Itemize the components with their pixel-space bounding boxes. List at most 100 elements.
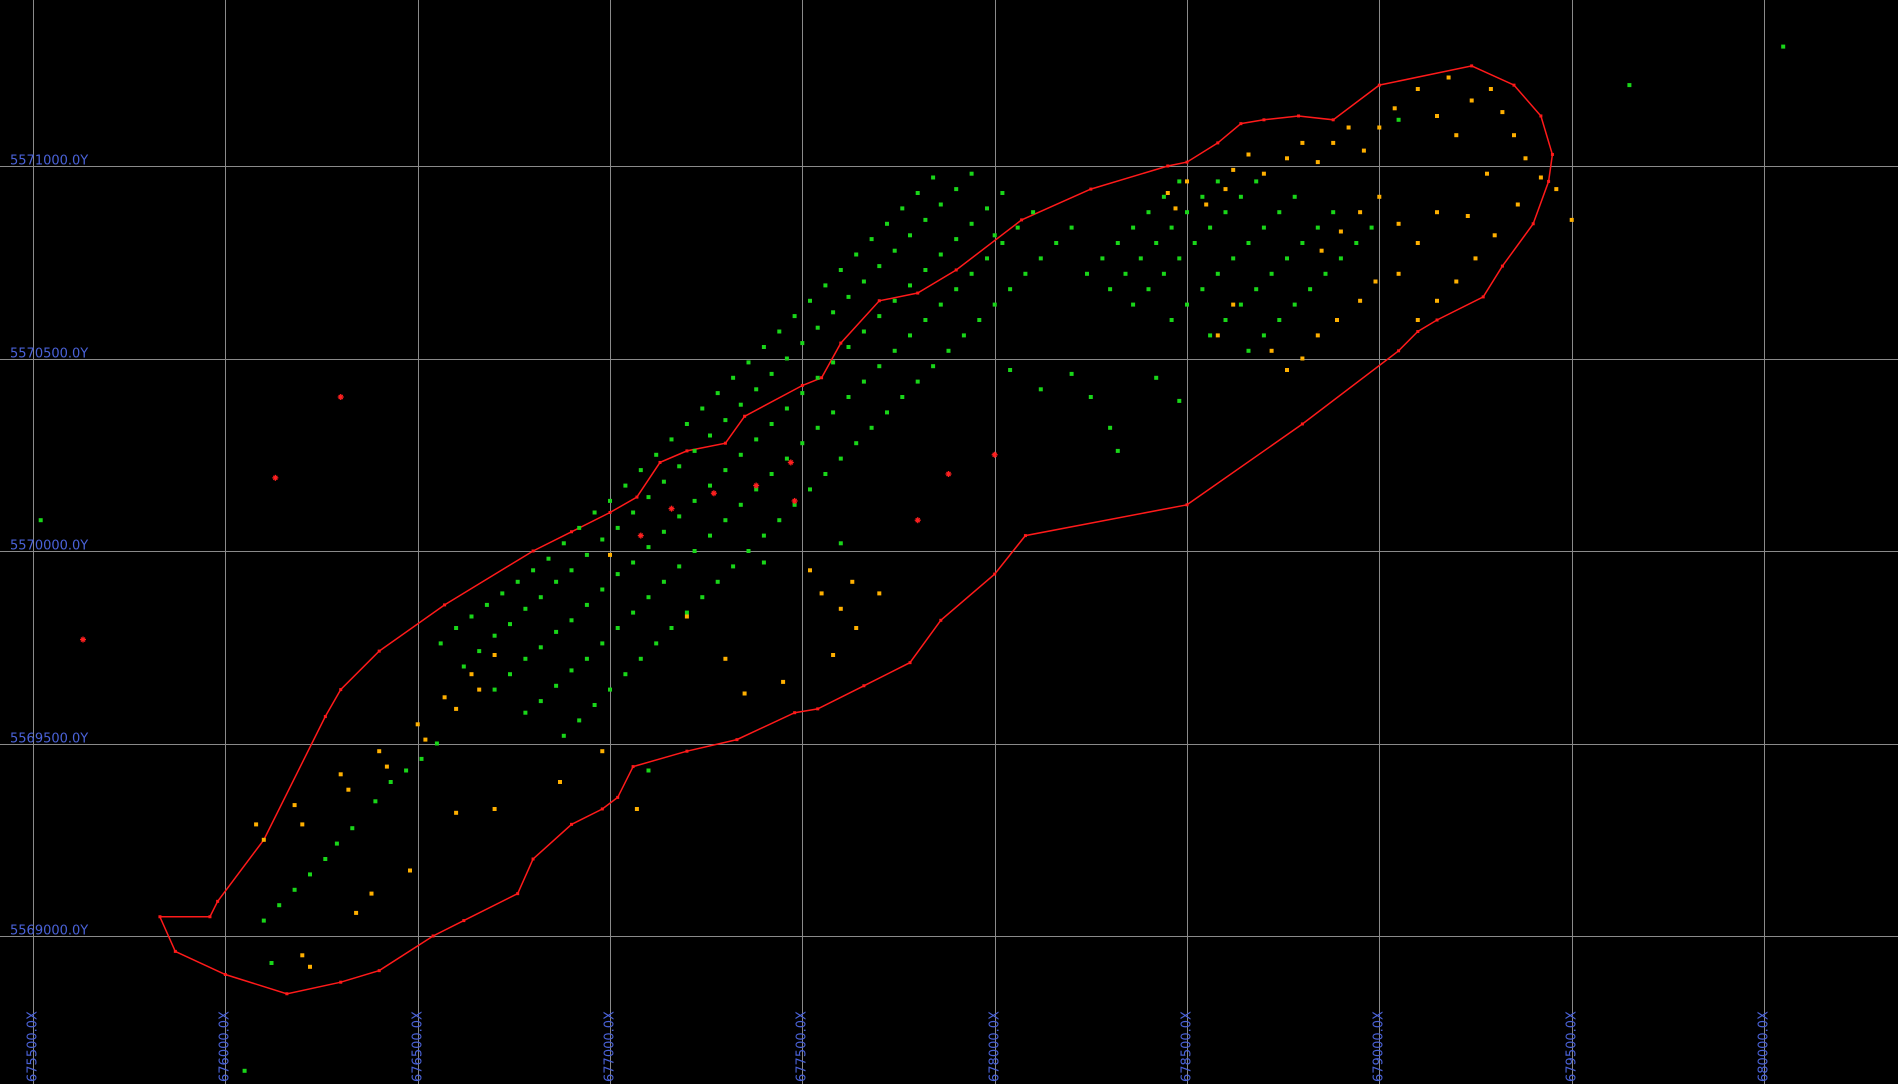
data-point-green[interactable] bbox=[323, 857, 328, 861]
data-point-green[interactable] bbox=[1223, 318, 1228, 322]
data-point-green[interactable] bbox=[561, 733, 566, 738]
data-point-green[interactable] bbox=[661, 579, 666, 584]
data-point-green[interactable] bbox=[388, 780, 393, 784]
data-point-orange[interactable] bbox=[1512, 133, 1516, 138]
data-point-green[interactable] bbox=[1300, 241, 1305, 245]
data-point-orange[interactable] bbox=[1358, 210, 1363, 215]
data-point-green[interactable] bbox=[808, 298, 812, 303]
data-point-green[interactable] bbox=[738, 502, 743, 507]
data-point-green[interactable] bbox=[38, 518, 43, 523]
data-point-orange[interactable] bbox=[723, 656, 728, 661]
data-point-orange[interactable] bbox=[1231, 167, 1236, 172]
data-point-green[interactable] bbox=[969, 271, 974, 276]
boundary-vertex[interactable] bbox=[743, 414, 747, 418]
data-point-green[interactable] bbox=[261, 918, 266, 923]
data-point-green[interactable] bbox=[608, 498, 612, 503]
boundary-vertex[interactable] bbox=[877, 299, 881, 303]
data-point-green[interactable] bbox=[684, 422, 689, 426]
data-point-green[interactable] bbox=[1154, 241, 1159, 245]
data-point-red[interactable] bbox=[337, 394, 344, 400]
data-point-green[interactable] bbox=[831, 310, 836, 315]
data-point-green[interactable] bbox=[1369, 225, 1374, 230]
data-point-green[interactable] bbox=[792, 314, 797, 319]
data-point-green[interactable] bbox=[885, 221, 889, 226]
data-point-green[interactable] bbox=[738, 402, 743, 407]
data-point-orange[interactable] bbox=[1231, 302, 1236, 307]
data-point-green[interactable] bbox=[854, 441, 859, 446]
data-point-green[interactable] bbox=[715, 579, 720, 584]
data-point-green[interactable] bbox=[1169, 318, 1174, 322]
data-point-green[interactable] bbox=[523, 656, 528, 661]
data-point-green[interactable] bbox=[1246, 348, 1251, 353]
boundary-vertex[interactable] bbox=[1397, 349, 1401, 353]
data-point-orange[interactable] bbox=[1335, 318, 1339, 322]
data-point-green[interactable] bbox=[1627, 83, 1632, 88]
data-point-orange[interactable] bbox=[684, 614, 689, 619]
data-point-green[interactable] bbox=[508, 672, 512, 677]
data-point-green[interactable] bbox=[600, 641, 605, 646]
data-point-green[interactable] bbox=[615, 626, 620, 630]
data-point-green[interactable] bbox=[538, 699, 543, 704]
data-point-orange[interactable] bbox=[1346, 125, 1351, 130]
boundary-vertex[interactable] bbox=[800, 383, 804, 387]
data-point-orange[interactable] bbox=[1377, 194, 1382, 199]
data-point-green[interactable] bbox=[800, 341, 805, 346]
data-point-orange[interactable] bbox=[742, 691, 747, 696]
data-point-green[interactable] bbox=[577, 718, 582, 723]
boundary-vertex[interactable] bbox=[339, 980, 343, 984]
data-point-orange[interactable] bbox=[1569, 217, 1574, 222]
data-point-green[interactable] bbox=[1215, 271, 1220, 276]
data-point-green[interactable] bbox=[931, 364, 936, 369]
data-point-orange[interactable] bbox=[492, 807, 497, 811]
boundary-vertex[interactable] bbox=[516, 892, 520, 896]
data-point-red[interactable] bbox=[945, 471, 952, 477]
data-point-green[interactable] bbox=[1177, 256, 1182, 261]
data-point-green[interactable] bbox=[677, 514, 682, 519]
data-point-green[interactable] bbox=[1285, 256, 1289, 261]
data-point-red[interactable] bbox=[668, 505, 675, 512]
boundary-polygon[interactable] bbox=[158, 65, 1554, 995]
data-point-green[interactable] bbox=[1231, 256, 1236, 261]
data-point-red[interactable] bbox=[272, 474, 279, 481]
data-point-green[interactable] bbox=[838, 541, 843, 546]
data-point-green[interactable] bbox=[977, 318, 982, 322]
data-point-orange[interactable] bbox=[292, 803, 297, 808]
data-point-orange[interactable] bbox=[377, 749, 382, 754]
data-point-green[interactable] bbox=[419, 756, 424, 761]
data-point-green[interactable] bbox=[292, 887, 297, 892]
data-point-green[interactable] bbox=[242, 1068, 247, 1073]
boundary-vertex[interactable] bbox=[839, 341, 843, 345]
data-point-orange[interactable] bbox=[1300, 356, 1305, 361]
data-point-green[interactable] bbox=[1108, 425, 1113, 430]
data-point-green[interactable] bbox=[1354, 241, 1359, 245]
data-point-orange[interactable] bbox=[1500, 110, 1505, 115]
data-point-green[interactable] bbox=[846, 395, 851, 399]
data-point-green[interactable] bbox=[1115, 241, 1120, 245]
data-point-green[interactable] bbox=[1308, 287, 1313, 292]
boundary-vertex[interactable] bbox=[158, 915, 162, 919]
data-point-orange[interactable] bbox=[1435, 210, 1439, 215]
boundary-vertex[interactable] bbox=[1531, 222, 1535, 226]
data-point-green[interactable] bbox=[469, 614, 474, 619]
data-point-orange[interactable] bbox=[1435, 298, 1439, 303]
data-point-green[interactable] bbox=[746, 360, 751, 365]
data-point-green[interactable] bbox=[723, 468, 728, 473]
data-point-orange[interactable] bbox=[1358, 298, 1363, 303]
data-point-green[interactable] bbox=[992, 233, 997, 238]
data-point-green[interactable] bbox=[1161, 194, 1166, 199]
data-point-green[interactable] bbox=[900, 206, 905, 211]
data-point-green[interactable] bbox=[938, 252, 943, 257]
data-point-green[interactable] bbox=[769, 472, 774, 476]
data-point-green[interactable] bbox=[1088, 395, 1093, 399]
data-point-red[interactable] bbox=[753, 482, 760, 489]
data-point-green[interactable] bbox=[784, 456, 789, 461]
data-point-green[interactable] bbox=[1323, 271, 1328, 276]
data-point-green[interactable] bbox=[584, 602, 589, 607]
boundary-vertex[interactable] bbox=[1185, 160, 1189, 164]
data-point-green[interactable] bbox=[969, 221, 974, 226]
data-point-orange[interactable] bbox=[454, 810, 459, 815]
data-point-orange[interactable] bbox=[850, 579, 855, 584]
data-point-orange[interactable] bbox=[831, 653, 836, 657]
data-point-green[interactable] bbox=[754, 487, 759, 492]
data-point-green[interactable] bbox=[908, 233, 912, 238]
